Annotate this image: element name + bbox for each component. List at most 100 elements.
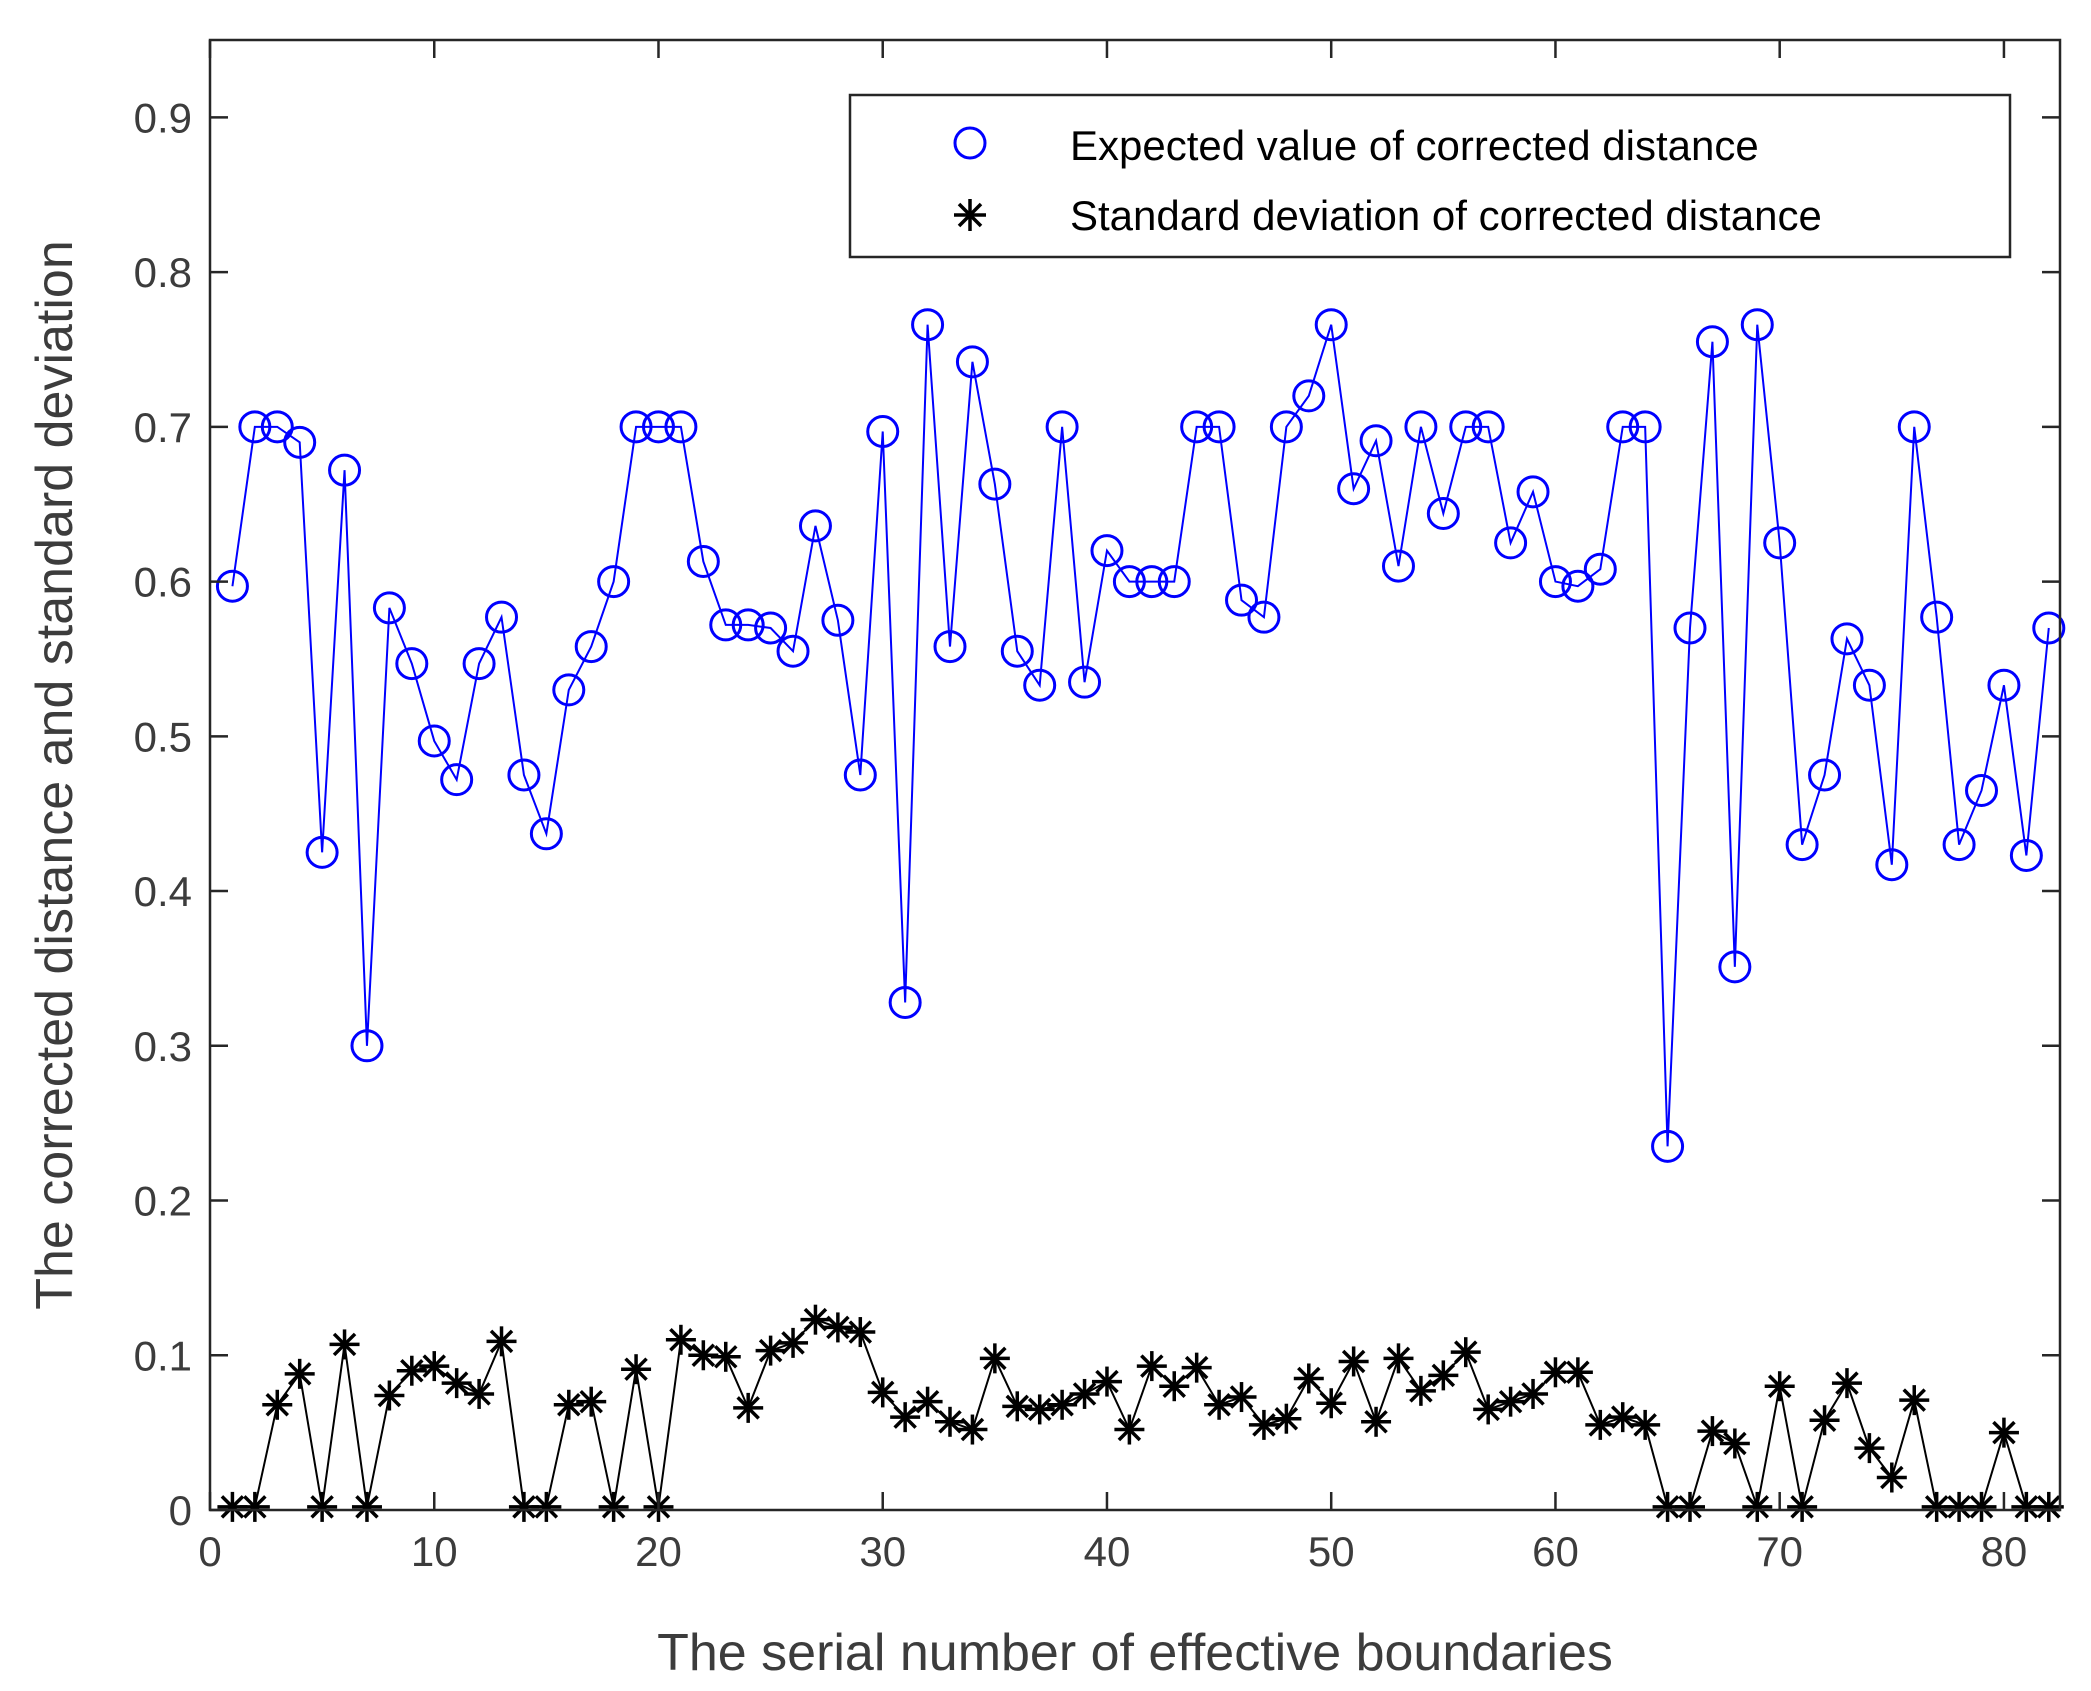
data-point [1069, 1378, 1100, 1409]
series-line [231, 324, 2050, 1147]
data-point [1673, 611, 1707, 645]
data-point [419, 1351, 450, 1382]
data-point [1314, 308, 1348, 342]
data-point [1695, 325, 1729, 359]
data-point [912, 1386, 943, 1417]
data-point [1045, 410, 1079, 444]
data-point [215, 569, 249, 603]
data-point [1897, 410, 1931, 444]
data-point [1024, 1394, 1055, 1425]
series-layer [215, 308, 2066, 1522]
y-tick-label: 0 [169, 1487, 192, 1534]
data-point [686, 544, 720, 578]
data-point [531, 1491, 562, 1522]
data-point [979, 1343, 1010, 1374]
data-point [1293, 1363, 1324, 1394]
data-point [1538, 565, 1572, 599]
data-point [576, 1386, 607, 1417]
data-point [1921, 1491, 1952, 1522]
data-point [351, 1491, 382, 1522]
x-tick-label: 10 [411, 1528, 458, 1575]
data-point [822, 1312, 853, 1343]
data-point [485, 600, 519, 634]
x-tick-label: 80 [1981, 1528, 2028, 1575]
data-point [1763, 526, 1797, 560]
data-point [1471, 410, 1505, 444]
data-point [733, 1392, 764, 1423]
data-point [1787, 1491, 1818, 1522]
series-expected-value [215, 308, 2066, 1163]
data-point [1426, 496, 1460, 530]
data-point [529, 817, 563, 851]
data-point [641, 410, 675, 444]
data-point [1852, 668, 1886, 702]
data-point [1808, 758, 1842, 792]
data-point [1428, 1360, 1459, 1391]
data-point [731, 608, 765, 642]
data-point [1450, 1337, 1481, 1368]
data-point [1180, 410, 1214, 444]
data-point [1473, 1394, 1504, 1425]
data-point [867, 1377, 898, 1408]
data-point [508, 1491, 539, 1522]
data-point [890, 1402, 921, 1433]
data-point [441, 1368, 472, 1399]
data-point [507, 758, 541, 792]
data-point [866, 414, 900, 448]
data-point [911, 308, 945, 342]
data-point [1181, 1352, 1212, 1383]
data-point [935, 1406, 965, 1437]
legend-marker-expected [953, 126, 987, 160]
data-point [1202, 410, 1236, 444]
data-point [552, 673, 586, 707]
data-point [262, 1389, 293, 1420]
data-point [821, 603, 855, 637]
data-point [307, 1491, 338, 1522]
data-point [1381, 549, 1415, 583]
y-tick-label: 0.4 [134, 868, 192, 915]
data-point [1718, 950, 1752, 984]
data-point [1338, 1346, 1369, 1377]
x-axis-label: The serial number of effective boundarie… [657, 1624, 1613, 1682]
data-point [1068, 665, 1102, 699]
data-point [1383, 1343, 1414, 1374]
data-point [350, 1029, 384, 1063]
x-tick-label: 0 [198, 1528, 221, 1575]
data-point [1899, 1385, 1930, 1416]
y-tick-label: 0.3 [134, 1023, 192, 1070]
data-point [1248, 1409, 1279, 1440]
data-point [1809, 1405, 1840, 1436]
data-point [1876, 1462, 1907, 1493]
data-point [1157, 565, 1191, 599]
data-point [798, 509, 832, 543]
x-tick-label: 20 [635, 1528, 682, 1575]
data-point [1630, 1409, 1661, 1440]
data-point [1740, 308, 1774, 342]
x-tick-label: 30 [859, 1528, 906, 1575]
data-point [1316, 1388, 1347, 1419]
data-point [305, 835, 339, 869]
data-point [957, 1414, 988, 1445]
data-point [778, 1327, 809, 1358]
data-point [2009, 838, 2043, 872]
data-point [2033, 1491, 2064, 1522]
data-point [1159, 1371, 1190, 1402]
data-point [1337, 472, 1371, 506]
data-point [709, 608, 743, 642]
y-tick-label: 0.9 [134, 94, 192, 141]
data-point [486, 1326, 517, 1357]
data-point [1495, 1386, 1526, 1417]
data-point [621, 1354, 652, 1385]
data-point [1942, 828, 1976, 862]
data-point [1135, 565, 1169, 599]
data-point [1292, 379, 1326, 413]
data-point [888, 985, 922, 1019]
data-point [1988, 1417, 2019, 1448]
data-point [1023, 668, 1057, 702]
series-standard-deviation [217, 1304, 2064, 1522]
data-point [1987, 668, 2021, 702]
x-tick-label: 70 [1756, 1528, 1803, 1575]
data-point [1112, 565, 1146, 599]
x-tick-label: 40 [1084, 1528, 1131, 1575]
